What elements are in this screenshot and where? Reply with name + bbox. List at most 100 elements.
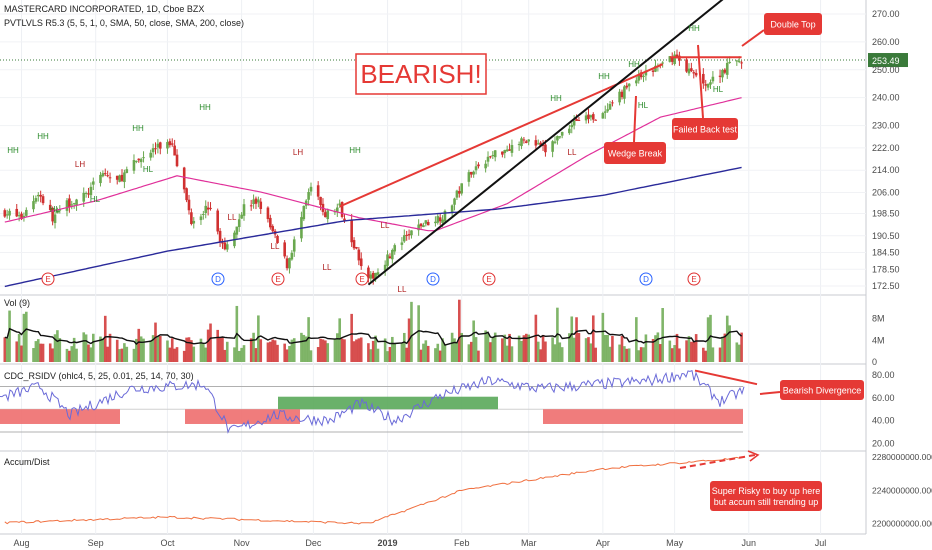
volume-bar [271,339,275,362]
candle [405,234,408,236]
volume-bar [115,339,119,362]
candles [3,49,743,285]
candle [216,210,219,232]
volume-bar [704,350,708,362]
candle [22,215,26,218]
candle [694,72,698,76]
candle [728,61,731,63]
candle [123,172,126,183]
volume-bar [558,342,562,362]
volume-bar [651,338,655,362]
candle [252,199,255,205]
candle [336,207,339,212]
candle [302,205,306,220]
candle [458,191,461,194]
volume-bar [36,339,40,362]
volume-bar [620,336,624,362]
candle [477,164,480,167]
volume-bar [340,338,344,362]
volume-bar [192,346,196,362]
candle [541,144,545,146]
candle [735,60,739,62]
volume-bar [486,333,490,362]
bearish-box [355,53,487,95]
candle [139,159,143,163]
volume-bar [606,334,609,362]
volume-bar [367,343,370,362]
volume-bar [123,343,126,362]
candle [709,82,712,85]
volume-bar [292,338,296,362]
candle [591,114,595,120]
volume-bar [503,334,507,362]
candle [723,69,727,73]
pivot-label: LL [398,285,407,294]
volume-bar [68,350,71,362]
event-marker-letter: E [691,275,696,284]
candle [237,219,241,228]
volume-bar [402,332,406,362]
volume-bar [99,336,102,362]
candle [417,224,420,231]
volume-bar [185,337,188,362]
volume-bar [685,340,688,362]
volume-bar [702,347,705,362]
volume-bar [426,345,430,362]
candle [91,181,95,185]
candle [288,258,291,269]
price-tick-label: 214.00 [872,165,900,175]
candle [39,194,42,197]
candle [89,186,93,196]
candle [690,68,693,72]
candle [383,264,387,271]
candle [338,203,342,206]
volume-bar [718,347,722,362]
candle [505,149,509,152]
candle [721,70,724,78]
volume-bar [65,348,69,362]
candle [158,142,162,149]
volume-bar [304,336,308,362]
pivot-label: HL [143,165,154,174]
candle [584,115,588,121]
candle [290,252,294,260]
candle [524,141,528,143]
volume-bar [135,338,138,362]
candle [223,242,227,250]
rsi-bear-zone [543,409,743,424]
candle [352,240,356,249]
volume-bar [489,342,492,362]
volume-bar [70,346,74,362]
candle [187,199,191,211]
volume-bar [601,312,605,362]
event-marker [41,272,55,286]
price-tick-label: 240.00 [872,93,900,103]
volume-bar [182,350,186,362]
event-marker [355,272,369,286]
volume-bar [388,346,392,362]
candle [725,62,729,75]
candle [190,212,193,225]
candle [706,83,710,88]
volume-bar [560,347,564,362]
candle [453,198,456,205]
volume-bar [520,340,523,362]
volume-bar [350,313,353,362]
price-tick-label: 222.00 [872,143,900,153]
candle [438,217,442,222]
candle [386,254,389,266]
volume-bar [572,337,576,362]
volume-bar [20,345,23,362]
volume-bar [661,308,664,362]
candle [534,140,538,146]
candle [82,192,86,202]
volume-bar [336,333,339,362]
volume-bar [309,350,313,362]
candle [606,109,609,112]
event-marker-letter: D [643,275,649,284]
volume-bar [199,338,203,362]
candle [685,59,688,72]
volume-bar [48,343,52,362]
volume-bar [307,317,310,362]
